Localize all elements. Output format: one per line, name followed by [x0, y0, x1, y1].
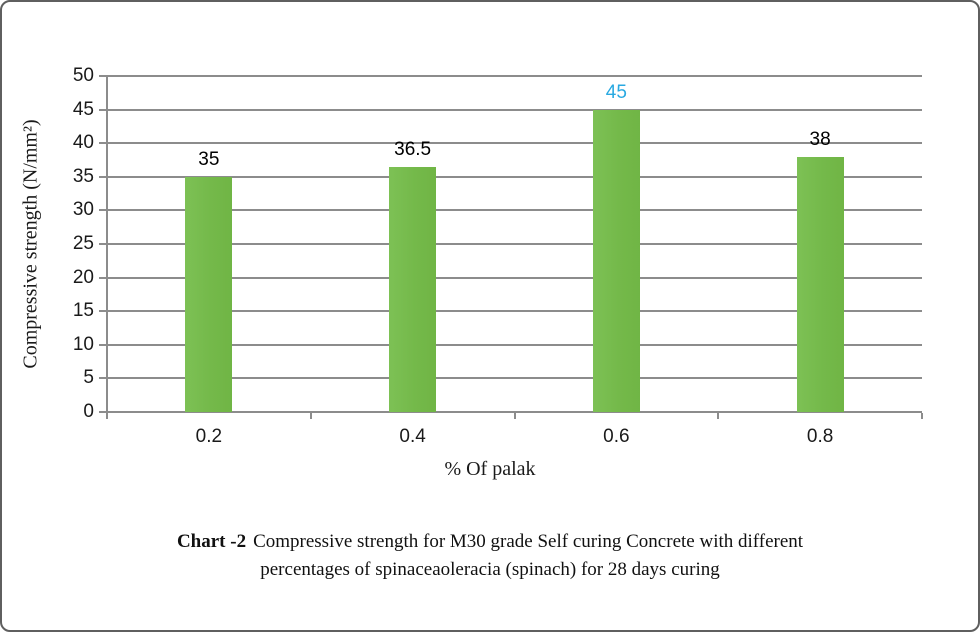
x-category-label: 0.2	[195, 426, 223, 447]
x-axis-tick	[921, 413, 923, 419]
x-axis-line	[107, 411, 922, 413]
y-axis-tick	[99, 411, 107, 413]
x-category-label: 0.8	[806, 426, 834, 447]
bar	[796, 156, 844, 412]
y-tick-label: 20	[72, 266, 94, 288]
gridline	[107, 142, 922, 145]
y-tick-label: 50	[72, 65, 94, 86]
caption-chart-number: Chart -2	[176, 531, 247, 552]
caption-line1-text: Compressive strength for M30 grade Self …	[253, 531, 804, 552]
y-axis-tick	[99, 209, 107, 212]
y-axis-tick	[99, 175, 107, 178]
bar-value-label: 35	[198, 148, 220, 170]
y-tick-label: 0	[83, 401, 94, 422]
x-axis-tick	[309, 413, 312, 419]
bar-value-label: 45	[605, 81, 627, 103]
y-tick-label: 35	[72, 165, 94, 187]
y-axis-tick	[99, 377, 107, 380]
y-tick-label: 25	[72, 233, 94, 254]
y-tick-label: 10	[72, 333, 94, 355]
gridline	[107, 175, 922, 178]
y-tick-label: 15	[72, 300, 94, 322]
x-axis-title: % Of palak	[444, 458, 536, 480]
gridline	[107, 75, 922, 77]
y-tick-label: 45	[72, 98, 94, 120]
bar	[389, 166, 437, 412]
gridline	[107, 243, 922, 245]
y-axis-line	[106, 76, 108, 419]
caption-line2: percentages of spinaceaoleracia (spinach…	[260, 559, 720, 580]
y-axis-tick	[99, 108, 107, 111]
bar	[185, 176, 233, 412]
gridline	[107, 310, 922, 313]
bar-value-label: 36.5	[394, 138, 432, 160]
caption-line1: Chart -2 Compressive strength for M30 gra…	[2, 528, 978, 556]
figure-caption: Chart -2 Compressive strength for M30 gra…	[2, 528, 978, 584]
gridline	[107, 276, 922, 279]
y-tick-label: 5	[83, 367, 94, 389]
bar	[592, 109, 640, 412]
gridline	[107, 377, 922, 380]
bar-value-label: 38	[809, 128, 831, 150]
x-category-label: 0.4	[399, 426, 426, 447]
y-axis-tick	[99, 243, 107, 245]
x-category-label: 0.6	[603, 426, 630, 447]
y-tick-label: 40	[72, 132, 94, 154]
gridline	[107, 108, 922, 111]
y-axis-tick	[99, 310, 107, 313]
gridline	[107, 343, 922, 346]
x-axis-tick	[513, 413, 516, 419]
y-axis-tick	[99, 276, 107, 279]
y-axis-tick	[99, 343, 107, 346]
x-axis-tick	[717, 413, 720, 419]
y-axis-tick	[99, 142, 107, 145]
y-tick-label: 30	[72, 199, 94, 221]
y-axis-tick	[99, 75, 107, 77]
gridline	[107, 209, 922, 212]
